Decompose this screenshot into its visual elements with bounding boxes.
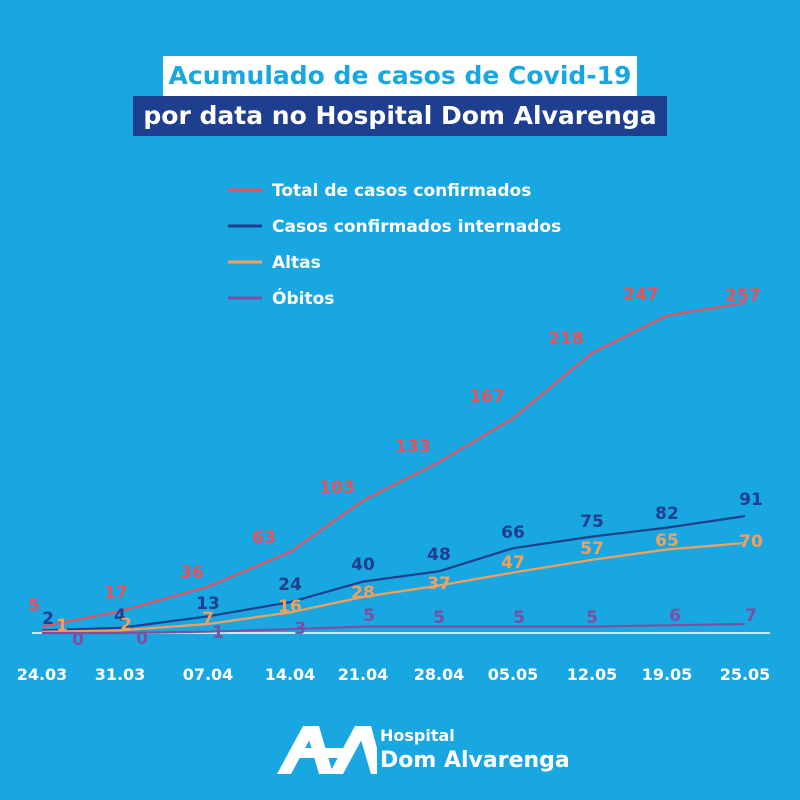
- series-line-altas: [41, 541, 746, 633]
- data-label-total-de-casos-confirmados-1: 17: [104, 583, 128, 603]
- data-label-casos-confirmados-internados-9: 91: [739, 490, 763, 510]
- data-label-obitos-4: 5: [363, 606, 375, 626]
- x-tick-label-5: 28.04: [414, 665, 465, 684]
- data-label-total-de-casos-confirmados-6: 167: [469, 387, 505, 407]
- data-label-casos-confirmados-internados-6: 66: [501, 523, 525, 543]
- data-label-casos-confirmados-internados-3: 24: [278, 575, 302, 595]
- x-tick-label-8: 19.05: [642, 665, 693, 684]
- data-label-altas-2: 7: [202, 609, 214, 629]
- data-label-obitos-6: 5: [513, 608, 525, 628]
- data-label-total-de-casos-confirmados-3: 63: [252, 528, 276, 548]
- legend-label-altas: Altas: [272, 253, 321, 273]
- series-line-obitos: [42, 622, 746, 635]
- data-label-casos-confirmados-internados-5: 48: [427, 545, 451, 565]
- logo-word-hospital: Hospital: [380, 726, 455, 745]
- series-line-casos-confirmados-internados: [41, 515, 746, 632]
- data-label-obitos-8: 6: [669, 606, 681, 626]
- logo-word-name: Dom Alvarenga: [380, 748, 570, 773]
- data-label-obitos-2: 1: [212, 623, 224, 643]
- legend-label-casos-confirmados-internados: Casos confirmados internados: [272, 217, 561, 237]
- legend-label-obitos: Óbitos: [272, 287, 334, 309]
- x-tick-label-6: 05.05: [488, 665, 539, 684]
- data-label-total-de-casos-confirmados-8: 247: [623, 285, 659, 305]
- data-label-altas-4: 28: [351, 583, 375, 603]
- data-label-casos-confirmados-internados-0: 2: [42, 609, 54, 629]
- hospital-logo-icon: [277, 726, 377, 774]
- chart-title-line2-text: por data no Hospital Dom Alvarenga: [133, 96, 667, 136]
- x-tick-label-3: 14.04: [265, 665, 316, 684]
- data-label-obitos-7: 5: [586, 608, 598, 628]
- x-tick-label-2: 07.04: [183, 665, 234, 684]
- data-label-casos-confirmados-internados-8: 82: [655, 504, 679, 524]
- chart-title-line1: Acumulado de casos de Covid-19: [0, 56, 800, 96]
- data-label-casos-confirmados-internados-2: 13: [196, 594, 220, 614]
- data-label-obitos-9: 7: [745, 606, 757, 626]
- data-label-total-de-casos-confirmados-2: 36: [180, 563, 204, 583]
- data-label-total-de-casos-confirmados-0: 5: [28, 596, 40, 616]
- data-label-obitos-0: 0: [72, 630, 84, 650]
- data-label-obitos-1: 0: [136, 629, 148, 649]
- data-label-total-de-casos-confirmados-7: 218: [548, 329, 584, 349]
- x-tick-label-4: 21.04: [338, 665, 389, 684]
- x-tick-label-1: 31.03: [95, 665, 146, 684]
- data-label-altas-3: 16: [278, 597, 302, 617]
- x-tick-label-9: 25.05: [720, 665, 771, 684]
- series-line-total-de-casos-confirmados: [41, 301, 746, 628]
- data-label-altas-1: 2: [120, 615, 132, 635]
- chart-title-line2: por data no Hospital Dom Alvarenga: [0, 96, 800, 136]
- data-label-altas-8: 65: [655, 531, 679, 551]
- data-label-altas-0: 1: [56, 616, 68, 636]
- data-label-altas-5: 37: [427, 574, 451, 594]
- data-label-casos-confirmados-internados-7: 75: [580, 512, 604, 532]
- data-label-obitos-3: 3: [294, 619, 306, 639]
- hospital-logo: Hospital Dom Alvarenga: [277, 722, 577, 782]
- chart-title-line1-text: Acumulado de casos de Covid-19: [162, 56, 638, 96]
- data-label-total-de-casos-confirmados-9: 257: [725, 286, 761, 306]
- legend-label-total-de-casos-confirmados: Total de casos confirmados: [272, 181, 531, 201]
- data-label-altas-6: 47: [501, 553, 525, 573]
- data-label-total-de-casos-confirmados-5: 133: [395, 437, 431, 457]
- data-label-total-de-casos-confirmados-4: 103: [319, 478, 355, 498]
- x-tick-label-7: 12.05: [567, 665, 618, 684]
- data-label-casos-confirmados-internados-4: 40: [351, 555, 375, 575]
- x-tick-label-0: 24.03: [17, 665, 68, 684]
- data-label-altas-7: 57: [580, 539, 604, 559]
- data-label-obitos-5: 5: [433, 608, 445, 628]
- data-label-casos-confirmados-internados-1: 4: [114, 606, 126, 626]
- data-label-altas-9: 70: [739, 532, 763, 552]
